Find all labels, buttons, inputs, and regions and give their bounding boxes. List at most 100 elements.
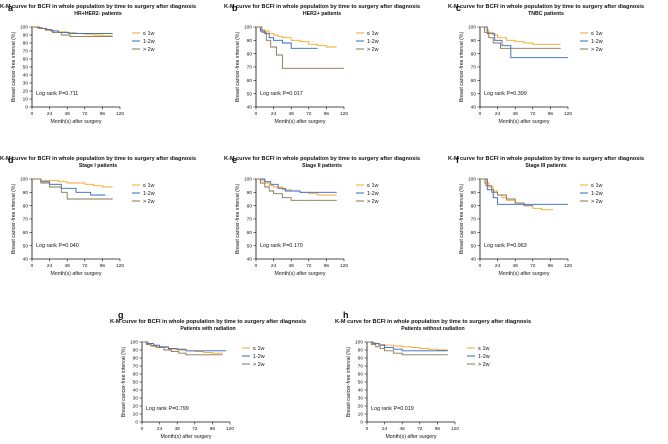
km-panel-f: fK-M curve for BCFI in whole population … xyxy=(448,155,644,277)
legend-label: ≤ 1w xyxy=(367,183,378,189)
x-axis-label: Month(s) after surgery xyxy=(160,434,211,440)
chart-title: K-M curve for BCFI in whole population b… xyxy=(448,4,644,10)
x-tick-label: 24 xyxy=(382,426,388,432)
legend-label: ≤ 1w xyxy=(253,346,264,352)
y-axis-label: Breast cancer-free interval (%) xyxy=(11,184,17,255)
x-tick-label: 48 xyxy=(289,263,295,269)
chart-subtitle: HER2+ patients xyxy=(303,11,341,17)
y-tick-label: 60 xyxy=(133,372,139,378)
y-tick-label: 80 xyxy=(471,51,477,57)
y-axis-label: Breast cancer-free interval (%) xyxy=(235,32,241,103)
legend-label: > 2w xyxy=(367,199,379,205)
chart-title: K-M curve for BCFI in whole population b… xyxy=(110,319,306,325)
x-tick-label: 96 xyxy=(100,111,106,117)
y-tick-label: 60 xyxy=(471,230,477,236)
log-rank-stat: Log rank P=0.399 xyxy=(484,91,527,97)
chart-subtitle: TNBC patients xyxy=(528,11,564,17)
y-tick-label: 0 xyxy=(135,420,138,426)
km-panel-g: gK-M curve for BCFI in whole population … xyxy=(110,310,306,440)
legend-label: 1-2w xyxy=(367,39,379,45)
y-tick-label: 50 xyxy=(23,243,29,249)
x-tick-label: 48 xyxy=(513,263,519,269)
y-tick-label: 80 xyxy=(133,356,139,362)
km-curve-w1to2 xyxy=(142,341,227,352)
x-tick-label: 0 xyxy=(366,426,369,432)
km-panel-a: aK-M curve for BCFI in whole population … xyxy=(0,3,196,125)
y-tick-label: 30 xyxy=(358,396,364,402)
x-tick-label: 120 xyxy=(116,111,124,117)
legend-label: > 2w xyxy=(591,199,603,205)
km-curve-gt2w xyxy=(256,26,344,69)
y-tick-label: 100 xyxy=(20,177,28,183)
x-tick-label: 120 xyxy=(564,111,572,117)
x-tick-label: 0 xyxy=(479,263,482,269)
km-curve-gt2w xyxy=(32,178,113,200)
y-tick-label: 70 xyxy=(247,65,253,71)
legend-label: 1-2w xyxy=(591,191,603,197)
x-tick-label: 120 xyxy=(451,426,459,432)
chart-title: K-M curve for BCFI in whole population b… xyxy=(0,156,196,162)
x-tick-label: 72 xyxy=(306,263,312,269)
chart-title: K-M curve for BCFI in whole population b… xyxy=(224,4,420,10)
legend-label: ≤ 1w xyxy=(143,31,154,37)
y-tick-label: 100 xyxy=(355,340,363,346)
y-axis-label: Breast cancer-free interval (%) xyxy=(459,32,465,103)
x-axis-label: Month(s) after surgery xyxy=(385,434,436,440)
km-curve-gt2w xyxy=(32,26,113,38)
x-axis-label: Month(s) after surgery xyxy=(498,119,549,125)
x-tick-label: 0 xyxy=(141,426,144,432)
y-axis-label: Breast cancer-free interval (%) xyxy=(459,184,465,255)
x-tick-label: 96 xyxy=(435,426,441,432)
y-tick-label: 10 xyxy=(23,97,29,103)
y-tick-label: 90 xyxy=(23,33,29,39)
legend-label: 1-2w xyxy=(367,191,379,197)
y-tick-label: 90 xyxy=(247,38,253,44)
y-tick-label: 80 xyxy=(23,41,29,47)
y-tick-label: 40 xyxy=(247,257,253,263)
y-tick-label: 60 xyxy=(247,230,253,236)
y-tick-label: 10 xyxy=(358,412,364,418)
x-tick-label: 96 xyxy=(548,263,554,269)
x-tick-label: 24 xyxy=(495,263,501,269)
km-panel-e: eK-M curve for BCFI in whole population … xyxy=(224,155,420,277)
panel-label: f xyxy=(456,155,460,165)
y-tick-label: 40 xyxy=(471,257,477,263)
x-tick-label: 0 xyxy=(31,111,34,117)
y-tick-label: 90 xyxy=(247,190,253,196)
km-curve-w1to2 xyxy=(480,26,568,59)
y-tick-label: 80 xyxy=(358,356,364,362)
legend-label: ≤ 1w xyxy=(591,183,602,189)
chart-title: K-M curve for BCFI in whole population b… xyxy=(448,156,644,162)
x-tick-label: 72 xyxy=(530,263,536,269)
x-tick-label: 96 xyxy=(324,263,330,269)
x-axis-label: Month(s) after surgery xyxy=(274,271,325,277)
y-tick-label: 100 xyxy=(244,25,252,31)
km-curve-gt2w xyxy=(142,341,223,356)
chart-subtitle: Patients with radiation xyxy=(180,326,235,332)
y-axis-label: Breast cancer-free interval (%) xyxy=(11,32,17,103)
km-curve-gt2w xyxy=(480,178,533,207)
y-tick-label: 40 xyxy=(471,105,477,111)
y-tick-label: 60 xyxy=(471,78,477,84)
y-tick-label: 80 xyxy=(23,203,29,209)
km-panel-b: bK-M curve for BCFI in whole population … xyxy=(224,3,420,125)
legend-label: > 2w xyxy=(367,47,379,53)
legend-label: > 2w xyxy=(478,362,490,368)
legend-label: > 2w xyxy=(253,362,265,368)
chart-subtitle: Stage I patients xyxy=(79,163,117,169)
y-tick-label: 90 xyxy=(358,348,364,354)
log-rank-stat: Log rank P=0.711 xyxy=(36,91,78,97)
log-rank-stat: Log rank P=0.170 xyxy=(260,243,303,249)
y-tick-label: 0 xyxy=(25,105,28,111)
km-curve-le1w xyxy=(480,26,561,45)
y-tick-label: 60 xyxy=(23,230,29,236)
y-tick-label: 50 xyxy=(247,243,253,249)
x-tick-label: 72 xyxy=(192,426,198,432)
chart-subtitle: Patients without radiation xyxy=(401,326,464,332)
x-tick-label: 72 xyxy=(530,111,536,117)
y-tick-label: 50 xyxy=(23,65,29,71)
x-tick-label: 48 xyxy=(289,111,295,117)
km-curve-w1to2 xyxy=(256,178,337,193)
log-rank-stat: Log rank P=0.799 xyxy=(146,406,189,412)
km-curve-w1to2 xyxy=(367,341,448,352)
